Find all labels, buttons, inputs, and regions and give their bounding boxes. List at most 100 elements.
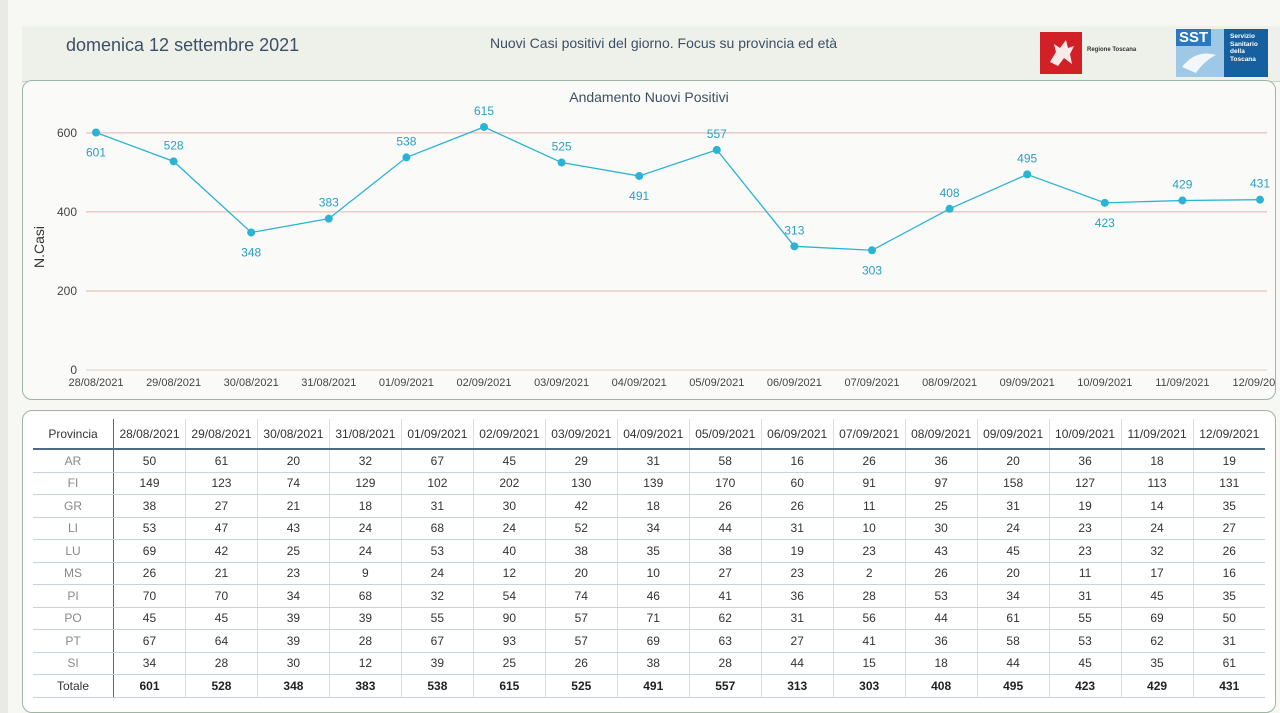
- x-tick-label: 30/08/2021: [224, 377, 279, 389]
- x-tick-label: 07/09/2021: [844, 377, 899, 389]
- table-cell: 31: [760, 607, 834, 630]
- table-cell: 43: [904, 539, 978, 563]
- table-cell: 23: [1048, 517, 1122, 540]
- table-cell: 44: [760, 652, 834, 675]
- table-corner-header: Provincia: [33, 419, 114, 450]
- table-cell: 16: [760, 449, 834, 473]
- province-name: FI: [33, 472, 114, 495]
- x-tick-label: 05/09/2021: [689, 377, 744, 389]
- province-name: GR: [33, 494, 114, 518]
- table-cell: 23: [256, 562, 330, 585]
- table-row: LI 53 47 43 24 68 24 52 34 44 31 10 30 24 23 24 27: [33, 517, 1265, 540]
- table-cell: 24: [1120, 517, 1194, 540]
- x-tick-label: 29/08/2021: [146, 377, 201, 389]
- table-cell: 35: [1192, 494, 1265, 518]
- table-cell: 69: [616, 629, 690, 653]
- total-cell: 528: [184, 674, 258, 698]
- table-cell: 28: [184, 652, 258, 675]
- x-tick-label: 03/09/2021: [534, 377, 589, 389]
- table-date-header: 29/08/2021: [184, 419, 258, 450]
- province-name: MS: [33, 562, 114, 585]
- table-cell: 25: [256, 539, 330, 563]
- table-cell: 20: [544, 562, 618, 585]
- table-cell: 58: [976, 629, 1050, 653]
- table-cell: 39: [256, 629, 330, 653]
- table-cell: 28: [328, 629, 402, 653]
- data-point: [868, 246, 876, 255]
- table-cell: 26: [760, 494, 834, 518]
- total-cell: 615: [472, 674, 546, 698]
- table-cell: 30: [256, 652, 330, 675]
- table-row: LU 69 42 25 24 53 40 38 35 38 19 23 43 45 23 32 26: [33, 539, 1265, 563]
- table-cell: 41: [688, 584, 762, 608]
- table-cell: 9: [328, 562, 402, 585]
- table-cell: 52: [544, 517, 618, 540]
- data-label: 408: [940, 186, 960, 200]
- table-cell: 30: [904, 517, 978, 540]
- data-label: 557: [707, 127, 727, 141]
- data-label: 525: [552, 140, 572, 154]
- x-tick-label: 09/09/2021: [1000, 377, 1055, 389]
- table-row: AR 50 61 20 32 67 45 29 31 58 16 26 36 20 36 18 19: [33, 449, 1265, 473]
- total-cell: 303: [832, 674, 906, 698]
- table-cell: 170: [688, 472, 762, 495]
- pegasus-icon: [1050, 40, 1074, 66]
- table-cell: 46: [616, 584, 690, 608]
- y-tick-label: 400: [57, 205, 77, 219]
- table-row: PT 67 64 39 28 67 93 57 69 63 27 41 36 58 53 62 31: [33, 629, 1265, 653]
- table-cell: 27: [760, 629, 834, 653]
- table-cell: 40: [472, 539, 546, 563]
- province-name: SI: [33, 652, 114, 675]
- table-cell: 113: [1120, 472, 1194, 495]
- x-tick-label: 11/09/2021: [1155, 377, 1209, 389]
- data-label: 429: [1172, 177, 1192, 191]
- table-cell: 54: [472, 584, 546, 608]
- data-label: 303: [862, 263, 882, 277]
- table-cell: 44: [976, 652, 1050, 675]
- data-point: [402, 153, 411, 162]
- table-date-header: 28/08/2021: [113, 419, 186, 450]
- table-cell: 39: [400, 652, 474, 675]
- table-cell: 47: [184, 517, 258, 540]
- province-name: PI: [33, 584, 114, 608]
- table-cell: 45: [1048, 652, 1122, 675]
- chart-title: Andamento Nuovi Positivi: [569, 89, 729, 105]
- table-cell: 38: [113, 494, 186, 518]
- table-cell: 29: [544, 449, 618, 473]
- table-cell: 35: [1192, 584, 1265, 608]
- x-tick-label: 12/09/2021: [1232, 377, 1276, 389]
- data-label: 313: [784, 223, 804, 237]
- table-cell: 32: [1120, 539, 1194, 563]
- table-cell: 45: [184, 607, 258, 630]
- table-row: MS 26 21 23 9 24 12 20 10 27 23 2 26 20 11 17 16: [33, 562, 1265, 585]
- table-date-header: 09/09/2021: [976, 419, 1050, 450]
- table-date-header: 30/08/2021: [256, 419, 330, 450]
- table-cell: 24: [328, 517, 402, 540]
- table-cell: 67: [400, 449, 474, 473]
- table-cell: 18: [616, 494, 690, 518]
- line-chart: Andamento Nuovi Positivi N.Casi 0 200 400 600…: [31, 89, 1276, 389]
- total-cell: 601: [113, 674, 186, 698]
- total-cell: 313: [760, 674, 834, 698]
- table-cell: 42: [544, 494, 618, 518]
- table-header-row: Provincia 28/08/2021 29/08/2021 30/08/2021 3…: [33, 419, 1265, 450]
- table-cell: 69: [113, 539, 186, 563]
- data-point: [945, 204, 954, 213]
- data-point: [790, 242, 799, 251]
- table-cell: 56: [832, 607, 906, 630]
- dashboard-header: domenica 12 settembre 2021 Nuovi Casi po…: [22, 26, 1280, 82]
- table-cell: 63: [688, 629, 762, 653]
- table-cell: 39: [328, 607, 402, 630]
- table-cell: 44: [904, 607, 978, 630]
- table-cell: 16: [1192, 562, 1265, 585]
- table-cell: 10: [616, 562, 690, 585]
- table-cell: 129: [328, 472, 402, 495]
- table-cell: 24: [328, 539, 402, 563]
- table-cell: 23: [760, 562, 834, 585]
- table-cell: 130: [544, 472, 618, 495]
- data-point: [480, 122, 488, 131]
- table-cell: 18: [328, 494, 402, 518]
- data-label: 615: [474, 104, 494, 118]
- table-cell: 102: [400, 472, 474, 495]
- table-cell: 39: [256, 607, 330, 630]
